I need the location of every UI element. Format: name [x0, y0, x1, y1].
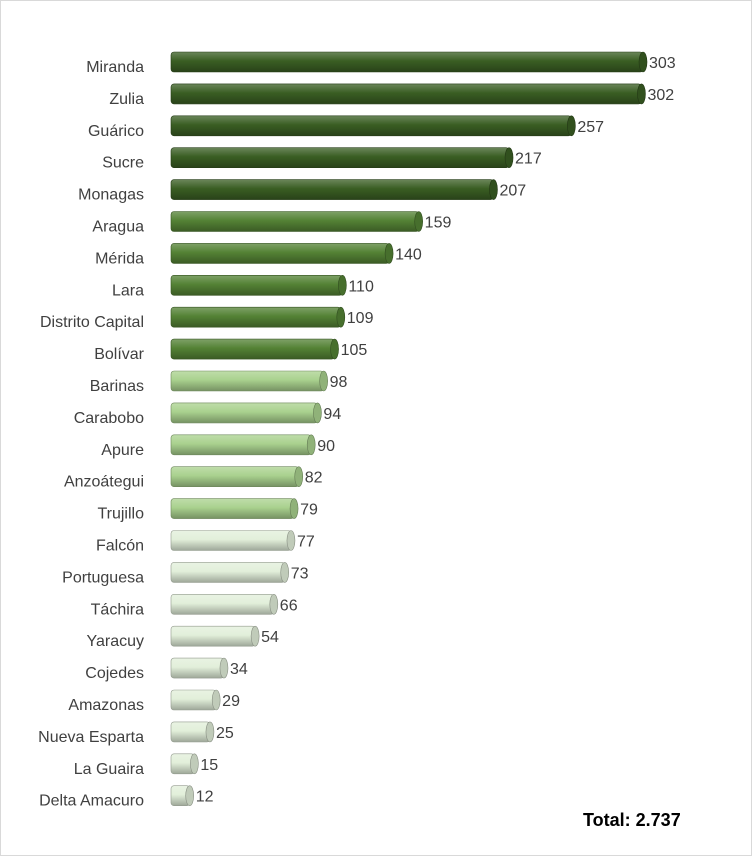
bar	[170, 274, 343, 296]
value-label: 140	[395, 246, 422, 263]
category-label: La Guaira	[74, 761, 144, 778]
bars-group: Miranda 303 Zulia 302 Guárico 257 Sucre 217 Mona…	[38, 51, 676, 810]
category-label: Lara	[112, 282, 144, 299]
bar-cap	[280, 562, 290, 583]
bar	[170, 530, 292, 551]
bar	[170, 211, 419, 232]
bar-cap	[319, 370, 328, 392]
value-label: 25	[216, 725, 234, 742]
bar-cap	[185, 785, 194, 807]
bar-cap	[289, 498, 299, 519]
value-label: 159	[425, 215, 452, 232]
value-label: 82	[305, 470, 323, 487]
bar	[170, 657, 225, 679]
value-label: 34	[230, 661, 248, 678]
value-label: 90	[317, 438, 335, 455]
category-label: Táchira	[91, 601, 144, 618]
category-label: Barinas	[90, 378, 144, 395]
category-label: Delta Amacuro	[39, 793, 144, 810]
value-label: 79	[300, 502, 318, 519]
bar-cap	[504, 147, 514, 168]
bar-cap	[286, 530, 296, 551]
bar-cap	[219, 657, 229, 679]
value-label: 109	[347, 310, 374, 327]
bar	[170, 306, 342, 328]
bar	[170, 402, 318, 424]
category-label: Mérida	[95, 250, 144, 267]
bar	[170, 243, 390, 264]
category-label: Falcón	[96, 538, 144, 555]
category-label: Miranda	[86, 59, 144, 76]
bar	[170, 115, 572, 137]
value-label: 77	[297, 534, 315, 551]
value-label: 66	[280, 597, 298, 614]
bar-cap	[384, 243, 394, 264]
bar-cap	[269, 593, 279, 615]
category-label: Zulia	[109, 91, 144, 108]
category-label: Yaracuy	[86, 633, 144, 650]
bar-cap	[313, 402, 322, 424]
category-label: Bolívar	[94, 346, 144, 363]
bar-cap	[336, 306, 346, 328]
bar-cap	[489, 179, 498, 200]
bar	[170, 338, 335, 360]
value-label: 94	[323, 406, 341, 423]
value-label: 73	[291, 565, 309, 582]
bar-cap	[205, 721, 215, 743]
category-label: Aragua	[92, 219, 144, 236]
bar	[170, 466, 300, 488]
bar-cap	[338, 274, 347, 296]
bar-cap	[567, 115, 576, 137]
value-label: 98	[330, 374, 348, 391]
value-label: 303	[649, 55, 676, 72]
bar-cap	[294, 466, 304, 488]
category-label: Guárico	[88, 123, 144, 140]
value-label: 217	[515, 151, 542, 168]
bar-cap	[330, 338, 339, 360]
bar-cap	[211, 689, 221, 711]
total-annotation: Total: 2.737	[583, 810, 681, 830]
value-label: 105	[341, 342, 368, 359]
value-label: 257	[577, 119, 604, 136]
category-label: Trujillo	[97, 506, 144, 523]
bar	[170, 721, 211, 743]
bar	[170, 593, 275, 615]
bar	[170, 625, 256, 647]
bar-cap	[638, 51, 648, 73]
bar	[170, 370, 324, 392]
value-label: 110	[348, 278, 374, 295]
bar	[170, 147, 510, 168]
value-label: 29	[222, 693, 240, 710]
bar-cap	[637, 83, 646, 105]
category-label: Sucre	[102, 155, 144, 172]
bar	[170, 434, 312, 456]
value-label: 302	[647, 87, 674, 104]
value-label: 54	[261, 629, 279, 646]
category-label: Carabobo	[74, 410, 144, 427]
bar	[170, 562, 286, 583]
category-label: Nueva Esparta	[38, 729, 144, 746]
category-label: Monagas	[78, 187, 144, 204]
category-label: Cojedes	[85, 665, 144, 682]
bar-cap	[190, 753, 199, 775]
bar	[170, 51, 644, 73]
category-label: Distrito Capital	[40, 314, 144, 331]
bar-cap	[250, 625, 260, 647]
bar-cap	[306, 434, 316, 456]
value-label: 207	[499, 183, 526, 200]
value-label: 12	[196, 789, 214, 806]
bar	[170, 179, 494, 200]
category-label: Anzoátegui	[64, 474, 144, 491]
category-label: Portuguesa	[62, 569, 144, 586]
bar-cap	[414, 211, 423, 232]
bar	[170, 689, 217, 711]
bar	[170, 498, 295, 519]
bar	[170, 83, 642, 105]
category-label: Amazonas	[68, 697, 144, 714]
category-label: Apure	[101, 442, 144, 459]
value-label: 15	[200, 757, 218, 774]
